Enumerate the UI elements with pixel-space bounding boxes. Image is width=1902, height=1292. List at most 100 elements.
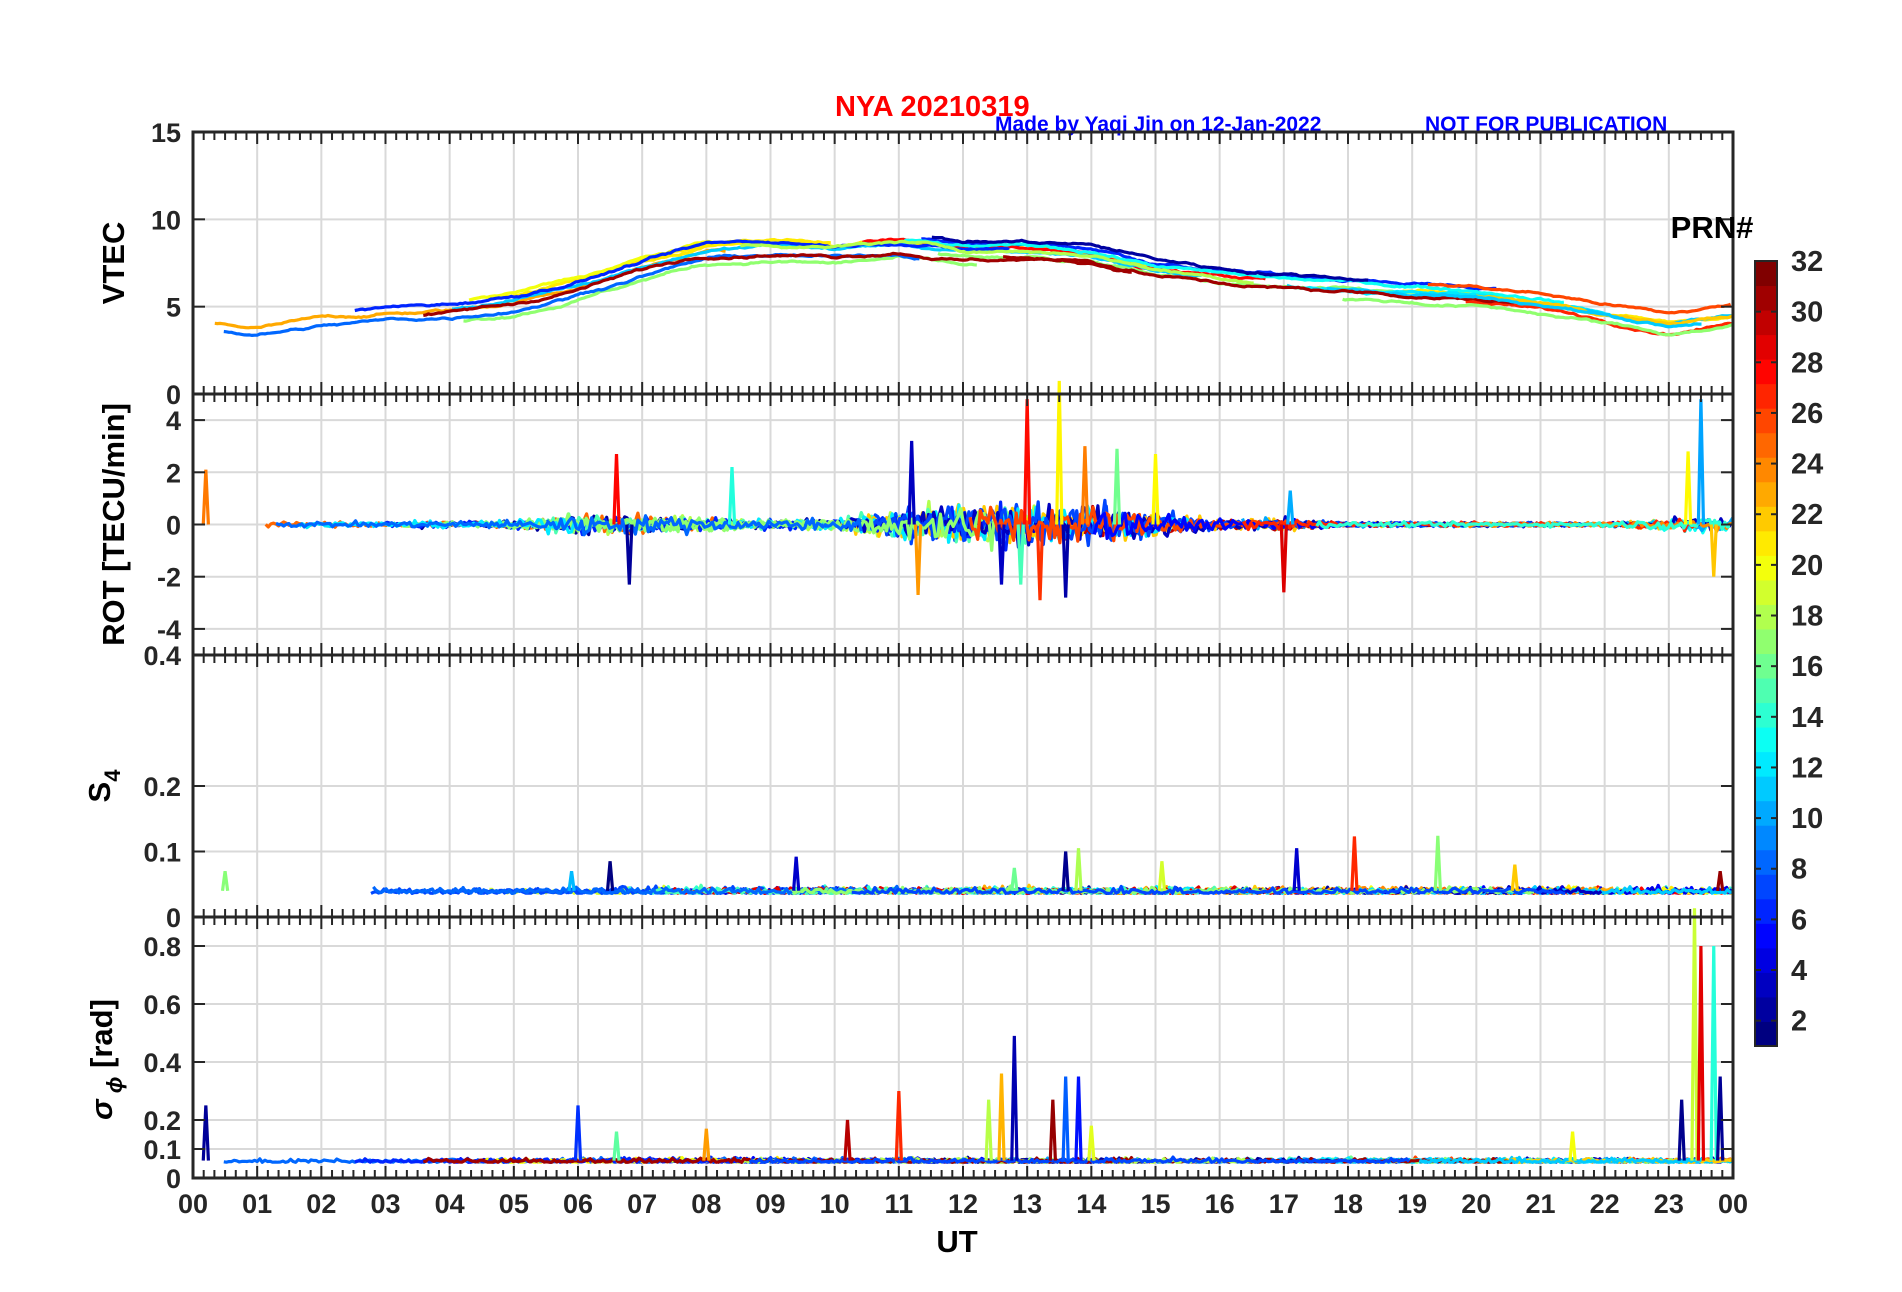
prn-trace bbox=[423, 251, 1132, 317]
spike-mark bbox=[702, 1128, 711, 1161]
y-tick-label: 0.4 bbox=[143, 641, 181, 671]
spike-mark bbox=[1279, 524, 1288, 593]
colorbar-segment bbox=[1755, 727, 1777, 753]
colorbar-tick-label: 8 bbox=[1791, 854, 1807, 886]
y-tick-label: 0 bbox=[166, 511, 181, 541]
colorbar-title: PRN# bbox=[1671, 210, 1754, 245]
colorbar-segment bbox=[1755, 678, 1777, 704]
spike-mark bbox=[1433, 835, 1442, 891]
colorbar-tick-label: 28 bbox=[1791, 347, 1823, 379]
x-tick-label: 08 bbox=[691, 1189, 721, 1219]
spike-mark bbox=[1010, 867, 1019, 891]
colorbar-segment bbox=[1755, 898, 1777, 924]
y-tick-label: 0.1 bbox=[143, 1135, 181, 1165]
colorbar-segment bbox=[1755, 825, 1777, 851]
spike-mark bbox=[913, 524, 923, 596]
prn-trace bbox=[223, 252, 920, 337]
x-tick-label: 03 bbox=[370, 1189, 400, 1219]
y-tick-label: 0.2 bbox=[143, 772, 181, 802]
colorbar-segment bbox=[1755, 481, 1777, 507]
colorbar-frame bbox=[1754, 260, 1778, 1047]
panel-sigma_phi: 00.10.2 0.4 0.6 0.8 σ ϕ [rad] bbox=[84, 908, 1735, 1194]
series-sigma_phi bbox=[201, 908, 1734, 1164]
y-tick-label: 5 bbox=[166, 293, 181, 323]
colorbar-segment bbox=[1755, 1021, 1777, 1047]
y-axis-label: S4 bbox=[82, 769, 125, 803]
prn-trace bbox=[1418, 292, 1702, 329]
x-tick-label: 00 bbox=[1718, 1189, 1748, 1219]
x-tick-label: 01 bbox=[242, 1189, 272, 1219]
x-tick-label: 09 bbox=[755, 1189, 785, 1219]
x-tick-label: 18 bbox=[1333, 1189, 1363, 1219]
colorbar-segment bbox=[1755, 579, 1777, 605]
spike-mark bbox=[1709, 524, 1718, 577]
spike-mark bbox=[1716, 1076, 1725, 1161]
prn-trace bbox=[463, 254, 977, 323]
spike-mark bbox=[1010, 1035, 1019, 1161]
spike-mark bbox=[625, 524, 634, 585]
spike-mark bbox=[1055, 380, 1064, 525]
spike-mark bbox=[1286, 490, 1295, 525]
spike-mark bbox=[997, 1073, 1006, 1161]
colorbar-segment bbox=[1755, 996, 1777, 1022]
prn-trace bbox=[1418, 1155, 1703, 1164]
colorbar-tick-label: 16 bbox=[1791, 651, 1823, 683]
x-tick-labels: 00 01 02 03 04 05 06 07 08 09 10 11 12 13 14 15 16 17 18 19… bbox=[178, 1189, 1748, 1219]
spike-mark bbox=[1350, 836, 1359, 891]
y-tick-label: 0 bbox=[166, 380, 181, 410]
prn-trace bbox=[1315, 517, 1731, 531]
colorbar-tick-label: 22 bbox=[1791, 499, 1823, 531]
spike-mark bbox=[1510, 864, 1519, 891]
y-tick-label: 10 bbox=[151, 205, 181, 235]
colorbar-tick-label: 2 bbox=[1791, 1006, 1807, 1038]
x-tick-label: 20 bbox=[1461, 1189, 1491, 1219]
y-axis-label: VTEC bbox=[96, 222, 131, 305]
y-tick-label: 15 bbox=[151, 118, 181, 148]
spike-mark bbox=[1696, 399, 1706, 525]
colorbar-tick-label: 24 bbox=[1791, 449, 1823, 481]
spike-mark bbox=[1074, 848, 1083, 891]
x-tick-label: 02 bbox=[306, 1189, 336, 1219]
x-tick-label: 12 bbox=[948, 1189, 978, 1219]
colorbar-segment bbox=[1755, 751, 1777, 777]
colorbar-segment bbox=[1755, 702, 1777, 728]
x-tick-label: 06 bbox=[563, 1189, 593, 1219]
spike-mark bbox=[1696, 945, 1706, 1161]
series-s4 bbox=[220, 835, 1734, 895]
y-axis-label: σ ϕ [rad] bbox=[84, 999, 127, 1120]
x-tick-label: 04 bbox=[435, 1189, 465, 1219]
colorbar-tick-label: 4 bbox=[1791, 955, 1807, 987]
x-tick-label: 07 bbox=[627, 1189, 657, 1219]
colorbar-tick-label: 20 bbox=[1791, 550, 1823, 582]
spike-mark bbox=[1112, 448, 1122, 525]
series-vtec bbox=[214, 235, 1734, 337]
y-tick-label: -2 bbox=[157, 563, 181, 593]
prn-trace bbox=[468, 239, 732, 302]
prn-trace bbox=[851, 884, 1566, 895]
spike-mark bbox=[567, 870, 576, 892]
colorbar-segment bbox=[1755, 947, 1777, 973]
y-tick-label: 2 bbox=[166, 458, 181, 488]
credit-text: Made by Yaqi Jin on 12-Jan-2022 bbox=[995, 113, 1321, 136]
x-tick-label: 15 bbox=[1140, 1189, 1170, 1219]
prn-trace bbox=[372, 884, 937, 895]
spike-mark bbox=[1035, 524, 1045, 601]
x-tick-label: 13 bbox=[1012, 1189, 1042, 1219]
colorbar-segment bbox=[1755, 849, 1777, 875]
colorbar-segment bbox=[1755, 285, 1777, 311]
y-tick-label: 0.2 bbox=[143, 1106, 181, 1136]
x-axis-label: UT bbox=[936, 1224, 977, 1259]
colorbar-segment bbox=[1755, 359, 1777, 385]
x-tick-label: 21 bbox=[1525, 1189, 1555, 1219]
spike-mark bbox=[1087, 1125, 1096, 1161]
series-rot bbox=[201, 380, 1735, 601]
colorbar-segment bbox=[1755, 506, 1777, 532]
colorbar-segment bbox=[1755, 334, 1777, 360]
prn-trace bbox=[931, 235, 1369, 282]
spike-mark bbox=[605, 861, 615, 891]
colorbar-segment bbox=[1755, 261, 1777, 287]
colorbar-segment bbox=[1755, 530, 1777, 556]
